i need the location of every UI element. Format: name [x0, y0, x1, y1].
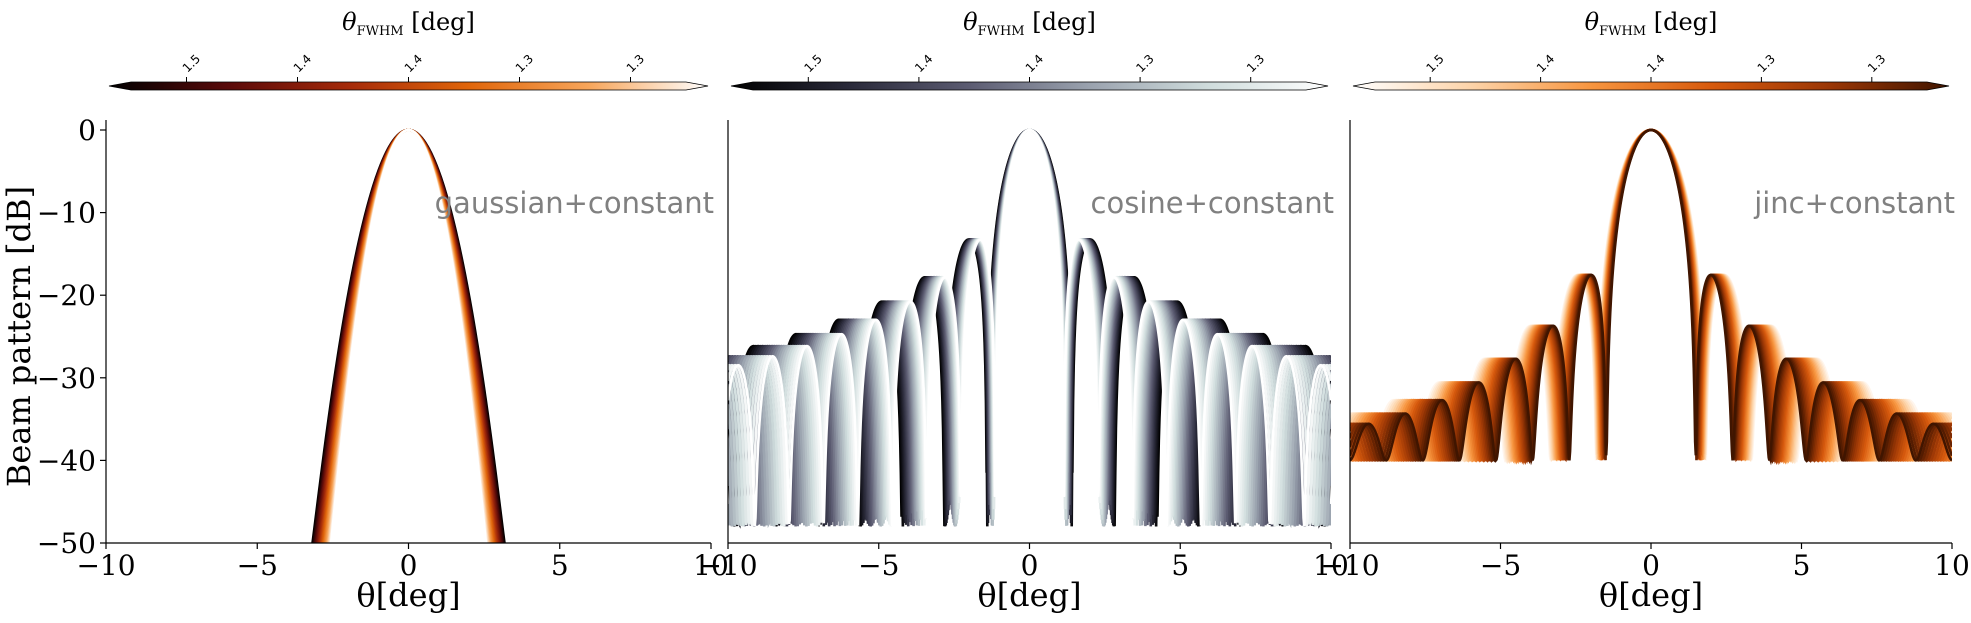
colorbar-tick-label: 1.3 — [1865, 52, 1888, 75]
panel-jinc: −10 −5 0 5 10 θ[deg] jinc+constant 1.5 1.4 1.4 1.3… — [1320, 8, 1969, 614]
x-tick-label: 5 — [1793, 549, 1811, 582]
y-tick-label: −40 — [37, 444, 96, 477]
colorbar-tick-label: 1.3 — [513, 52, 536, 75]
colorbar-tick-label: 1.4 — [1023, 52, 1046, 75]
beam-curve-series — [1350, 128, 1952, 463]
colorbar-tick-label: 1.5 — [1423, 52, 1446, 75]
colorbar-label: θFWHM [deg] — [963, 8, 1096, 39]
colorbar-label: θFWHM [deg] — [342, 8, 475, 39]
colorbar-gradient — [1352, 81, 1950, 91]
y-tick-label: −10 — [37, 197, 96, 230]
colorbar-gradient — [108, 81, 709, 91]
colorbar-tick-label: 1.4 — [1644, 52, 1667, 75]
colorbar-tick-label: 1.4 — [1534, 52, 1557, 75]
x-tick-label: −5 — [1480, 549, 1521, 582]
colorbar-tick-label: 1.5 — [802, 52, 825, 75]
x-tick-label: 5 — [1171, 549, 1189, 582]
x-tick-label: −10 — [1320, 549, 1379, 582]
y-tick-label: −50 — [37, 527, 96, 560]
colorbar-label: θFWHM [deg] — [1585, 8, 1718, 39]
x-tick-label: 10 — [1313, 549, 1349, 582]
y-tick-label: −30 — [37, 362, 96, 395]
y-tick-label: −20 — [37, 279, 96, 312]
y-tick-label: 0 — [78, 114, 96, 147]
x-tick-label: −5 — [237, 549, 278, 582]
colorbar: 1.5 1.4 1.4 1.3 1.3 θFWHM [deg] — [1352, 8, 1950, 91]
x-tick-label: 0 — [1642, 549, 1660, 582]
beam-curve-series — [728, 128, 1331, 527]
x-axis-label: θ[deg] — [1599, 576, 1703, 614]
colorbar: 1.5 1.4 1.4 1.3 1.3 θFWHM [deg] — [730, 8, 1329, 91]
x-tick-label: −10 — [76, 549, 135, 582]
beam-curves — [1350, 128, 1952, 466]
y-axis-label: Beam pattern [dB] — [0, 186, 38, 487]
x-tick-label: 0 — [1021, 549, 1039, 582]
colorbar-tick-label: 1.4 — [402, 52, 425, 75]
x-tick-label: −5 — [858, 549, 899, 582]
x-axis-label: θ[deg] — [977, 576, 1081, 614]
beam-curves — [728, 128, 1331, 529]
colorbar-tick-label: 1.3 — [1133, 52, 1156, 75]
colorbar-tick-label: 1.4 — [912, 52, 935, 75]
colorbar-gradient — [730, 81, 1329, 91]
x-axis-label: θ[deg] — [356, 576, 460, 614]
colorbar-tick-label: 1.3 — [1244, 52, 1267, 75]
x-tick-label: 10 — [693, 549, 729, 582]
x-tick-label: −10 — [698, 549, 757, 582]
profile-annotation: jinc+constant — [1753, 186, 1955, 220]
colorbar-tick-label: 1.5 — [180, 52, 203, 75]
colorbar: 1.5 1.4 1.4 1.3 1.3 θFWHM [deg] — [108, 8, 709, 91]
beam-curves — [311, 128, 506, 543]
x-tick-label: 0 — [400, 549, 418, 582]
colorbar-tick-label: 1.3 — [624, 52, 647, 75]
colorbar-tick-label: 1.4 — [291, 52, 314, 75]
panel-gaussian: −10 −5 0 5 100−10−20−30−40−50θ[deg]Beam patt… — [0, 8, 729, 614]
colorbar-tick-label: 1.3 — [1755, 52, 1778, 75]
profile-annotation: gaussian+constant — [435, 186, 714, 220]
beam-curve-series — [329, 128, 488, 543]
x-tick-label: 10 — [1934, 549, 1970, 582]
profile-annotation: cosine+constant — [1091, 186, 1334, 220]
x-tick-label: 5 — [551, 549, 569, 582]
beam-curve-series — [1350, 128, 1952, 463]
